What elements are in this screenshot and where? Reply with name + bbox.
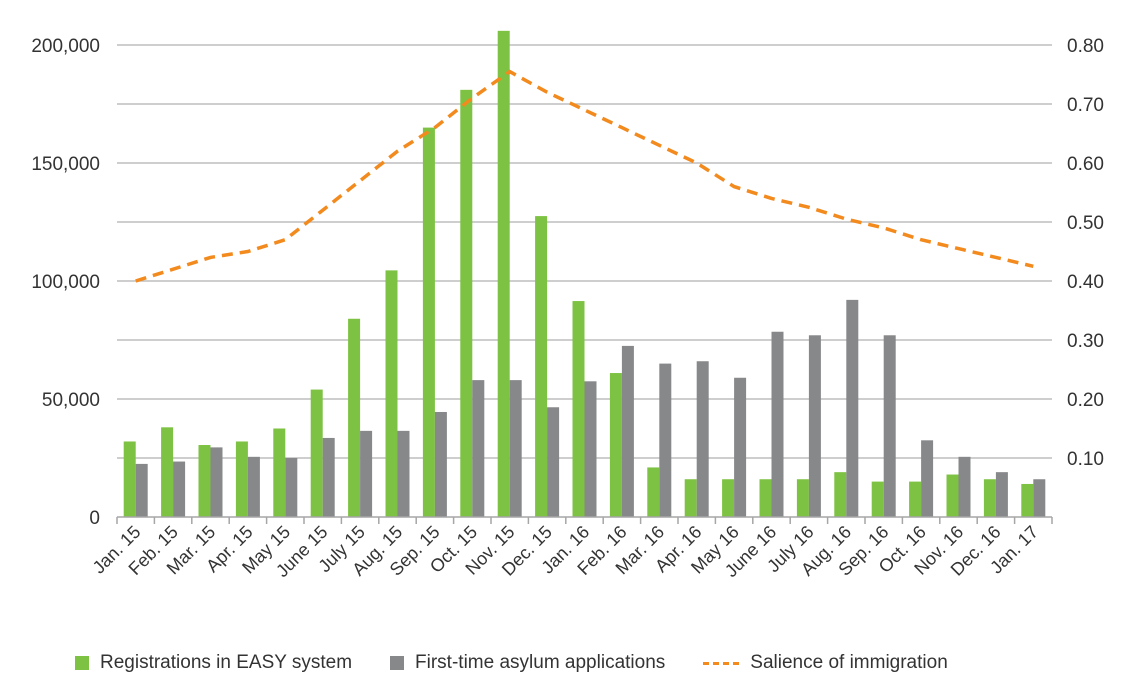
bar-registrations [946,474,959,517]
bar-registrations [909,481,922,517]
bar-registrations [535,216,548,517]
bar-registrations [647,467,660,517]
y-right-tick-label: 0.20 [1067,390,1104,411]
bar-registrations [684,479,697,517]
bar-asylum-applications [621,345,634,517]
bar-registrations [348,318,361,517]
bar-asylum-applications [434,411,447,517]
bar-registrations [871,481,884,517]
bar-asylum-applications [659,363,672,517]
line-salience [135,69,1034,283]
bar-asylum-applications [584,381,597,517]
bar-asylum-applications [360,430,373,517]
bar-registrations [796,479,809,517]
bar-asylum-applications [173,461,186,517]
bar-asylum-applications [397,430,410,517]
bar-registrations [310,389,323,517]
bar-asylum-applications [547,407,560,517]
bar-registrations [983,479,996,517]
bar-registrations [722,479,735,517]
y-right-tick-label: 0.30 [1067,331,1104,352]
bar-asylum-applications [135,463,148,517]
bar-registrations [235,441,248,517]
bar-asylum-applications [734,377,747,517]
bar-asylum-applications [509,380,522,517]
legend-label-asylum-applications: First-time asylum applications [415,652,666,673]
y-left-tick-label: 150,000 [31,154,100,175]
bar-asylum-applications [808,335,821,517]
y-left-tick-label: 200,000 [31,36,100,57]
bar-registrations [198,445,211,517]
legend-item-asylum-applications: First-time asylum applications [390,652,665,674]
bar-registrations [1021,483,1034,517]
bar-asylum-applications [322,437,335,517]
legend-item-salience: Salience of immigration [703,652,948,674]
bar-asylum-applications [771,331,784,517]
bar-registrations [572,301,585,517]
legend-swatch-asylum-applications [390,656,405,670]
y-right-tick-label: 0.50 [1067,213,1104,234]
bar-asylum-applications [846,299,859,517]
y-left-tick-label: 0 [89,508,100,529]
legend-label-registrations: Registrations in EASY system [100,652,353,673]
bar-asylum-applications [921,440,934,517]
y-right-tick-label: 0.80 [1067,36,1104,57]
bar-registrations [460,89,473,517]
bar-asylum-applications [995,472,1008,517]
legend-swatch-salience [703,661,740,665]
bar-asylum-applications [696,361,709,517]
y-right-tick-label: 0.60 [1067,154,1104,175]
bar-registrations [161,427,174,517]
bar-asylum-applications [285,458,298,517]
bar-registrations [497,30,510,518]
y-left-tick-label: 100,000 [31,272,100,293]
bar-registrations [385,270,398,517]
bar-asylum-applications [1033,479,1046,517]
bar-registrations [609,373,622,517]
y-right-tick-label: 0.10 [1067,449,1104,470]
y-right-tick-label: 0.40 [1067,272,1104,293]
legend-swatch-registrations [75,656,89,670]
bar-asylum-applications [883,335,896,517]
y-left-tick-label: 50,000 [42,390,100,411]
legend-item-registrations: Registrations in EASY system [75,652,352,674]
bar-registrations [273,428,286,517]
legend-label-salience: Salience of immigration [750,652,948,673]
bar-registrations [759,479,772,517]
legend: Registrations in EASY system First-time … [75,652,986,674]
y-right-tick-label: 0.70 [1067,95,1104,116]
bar-registrations [123,441,136,517]
bar-registrations [422,127,435,517]
bar-asylum-applications [247,456,260,517]
bar-registrations [834,472,847,517]
chart-svg: 0 50,000 100,000 150,000 200,000 0.10 0.20 0.30… [31,30,1104,581]
bar-asylum-applications [210,447,223,517]
bar-asylum-applications [958,456,971,517]
bar-asylum-applications [472,380,485,517]
